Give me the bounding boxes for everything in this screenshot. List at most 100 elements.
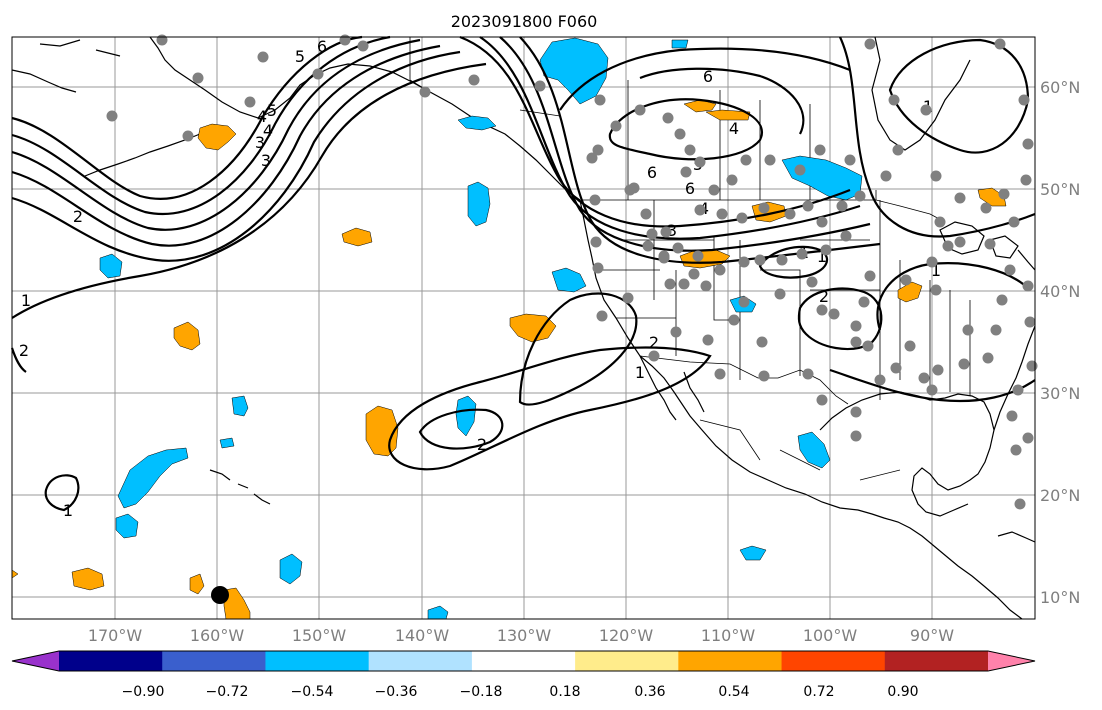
anomaly-blob (705, 109, 751, 121)
station-dot (850, 430, 862, 442)
station-dot (934, 216, 946, 228)
contour-labels: 6 5 4 3 2 1 6 5 4 3 2 1 6 4 6 5 4 3 1 2 … (19, 37, 941, 520)
station-dot (840, 230, 852, 242)
station-dot (864, 38, 876, 50)
contour-line (418, 408, 504, 450)
contour-line (559, 47, 851, 111)
station-dot (942, 240, 954, 252)
contour-label: 3 (255, 133, 265, 152)
contour-label: 2 (19, 341, 29, 360)
station-dot (664, 278, 676, 290)
contour-label: 6 (317, 37, 327, 56)
station-dot (740, 154, 752, 166)
station-dot (806, 276, 818, 288)
station-dot (900, 274, 912, 286)
anomaly-blob (189, 573, 205, 595)
station-dot (182, 130, 194, 142)
station-dot (738, 296, 750, 308)
lat-tick-label: 10°N (1040, 588, 1080, 607)
station-dot (670, 326, 682, 338)
contour-line (388, 346, 712, 471)
contour-line (499, 36, 871, 252)
station-dot (594, 94, 606, 106)
station-dot (674, 128, 686, 140)
anomaly-blob (197, 123, 237, 151)
canada-province-borders (519, 80, 811, 200)
station-dot (708, 184, 720, 196)
station-dot (926, 384, 938, 396)
lat-tick-label: 60°N (1040, 78, 1080, 97)
station-dot (678, 278, 690, 290)
station-dot (802, 368, 814, 380)
lon-tick-label: 130°W (497, 626, 552, 645)
station-dot (357, 40, 369, 52)
shaded-anomalies (11, 37, 1007, 620)
anomaly-blob (897, 281, 923, 303)
contour-label: 5 (295, 47, 305, 66)
station-dot (714, 264, 726, 276)
station-dot (816, 304, 828, 316)
contour-line (10, 347, 27, 373)
station-dot (534, 80, 546, 92)
lon-tick-label: 110°W (701, 626, 756, 645)
aleutian-islands (84, 133, 201, 177)
station-dot (864, 270, 876, 282)
contour-label: 6 (647, 163, 657, 182)
station-dot (590, 236, 602, 248)
station-dot (592, 262, 604, 274)
station-dot (904, 340, 916, 352)
anomaly-blob (509, 313, 557, 343)
colorbar-labels: −0.90 −0.72 −0.54 −0.36 −0.18 0.18 0.36 … (122, 684, 919, 700)
colorbar-label: 0.72 (803, 684, 834, 700)
contour-label: 4 (263, 121, 273, 140)
station-dot (468, 74, 480, 86)
contour-line (608, 98, 763, 161)
station-dot (714, 368, 726, 380)
station-dot (996, 294, 1008, 306)
contour-label: 4 (257, 107, 267, 126)
contour-label: 2 (649, 333, 659, 352)
station-dot (692, 250, 704, 262)
colorbar-segment (575, 651, 679, 671)
station-dot (694, 156, 706, 168)
station-dot (930, 284, 942, 296)
station-dot (954, 236, 966, 248)
anomaly-blob (551, 267, 587, 293)
colorbar-segment (781, 651, 886, 671)
station-dot (156, 34, 168, 46)
lon-tick-label: 140°W (395, 626, 450, 645)
anomaly-blob (455, 395, 477, 437)
contour-label: 2 (819, 287, 829, 306)
station-dot (874, 374, 886, 386)
contour-label: 6 (703, 67, 713, 86)
station-dot (756, 336, 768, 348)
station-dot (890, 362, 902, 374)
station-dot (844, 154, 856, 166)
station-dot (589, 194, 601, 206)
station-dot (339, 34, 351, 46)
station-dot (892, 144, 904, 156)
colorbar-segments (59, 651, 989, 671)
lat-tick-label: 40°N (1040, 282, 1080, 301)
colorbar-segment (162, 651, 266, 671)
contour-line (839, 36, 1036, 238)
anomaly-blob (457, 115, 497, 131)
station-dot (758, 202, 770, 214)
station-dot (726, 174, 738, 186)
station-dot (1024, 316, 1036, 328)
map-title: 2023091800 F060 (451, 12, 598, 31)
colorbar-outline (11, 650, 1036, 672)
colorbar-segment (884, 651, 989, 671)
anomaly-blob (977, 187, 1007, 207)
station-dot (738, 256, 750, 268)
station-dot (257, 51, 269, 63)
station-dot (1022, 138, 1034, 150)
caribbean-islands (997, 531, 1036, 543)
station-dot (920, 104, 932, 116)
lon-tick-label: 90°W (910, 626, 954, 645)
anomaly-blob (467, 181, 491, 227)
anomaly-blob (117, 447, 189, 509)
colorbar-label: 0.36 (634, 684, 665, 700)
station-dot (776, 254, 788, 266)
station-dot (990, 324, 1002, 336)
